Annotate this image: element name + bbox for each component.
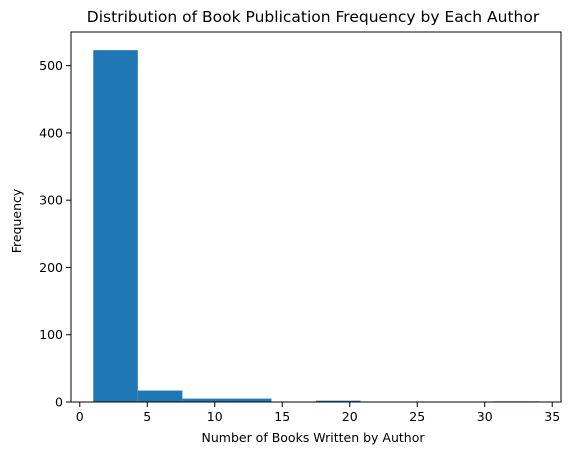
y-tick-label: 200	[39, 260, 63, 275]
histogram-bar-0	[93, 50, 138, 402]
x-axis-label: Number of Books Written by Author	[202, 430, 426, 445]
histogram-bar-3	[226, 398, 272, 402]
bars-layer	[93, 50, 539, 402]
x-tick-label: 35	[544, 409, 560, 424]
x-tick-label: 30	[477, 409, 493, 424]
x-tick-label: 5	[143, 409, 151, 424]
y-tick-label: 500	[39, 58, 63, 73]
y-axis-label: Frequency	[9, 188, 24, 253]
y-tick-label: 400	[39, 125, 63, 140]
histogram-bar-5	[316, 400, 361, 402]
y-tick-label: 300	[39, 193, 63, 208]
chart-title: Distribution of Book Publication Frequen…	[87, 8, 540, 26]
histogram-bar-1	[137, 390, 183, 402]
x-tick-label: 25	[409, 409, 425, 424]
x-tick-label: 0	[76, 409, 84, 424]
x-axis-ticks: 0 5 10 15 20 25 30 35	[76, 402, 560, 424]
y-tick-label: 100	[39, 327, 63, 342]
y-axis-ticks: 0 100 200 300 400 500	[39, 58, 71, 410]
x-tick-label: 20	[342, 409, 358, 424]
x-tick-label: 15	[274, 409, 290, 424]
x-tick-label: 10	[207, 409, 223, 424]
histogram-bar-2	[182, 398, 227, 402]
plot-frame	[70, 31, 562, 403]
y-tick-label: 0	[55, 395, 63, 410]
